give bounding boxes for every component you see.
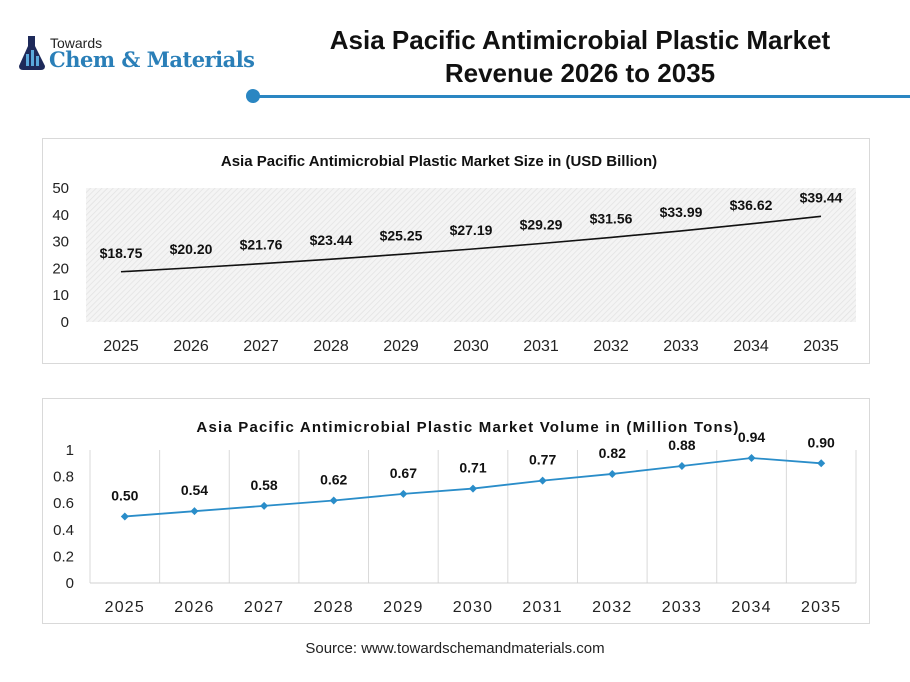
- data-label: $29.29: [520, 217, 563, 233]
- x-tick-label: 2031: [523, 338, 559, 355]
- flask-icon: [19, 36, 45, 70]
- market-size-chart-panel: Asia Pacific Antimicrobial Plastic Marke…: [42, 138, 870, 364]
- x-tick-label: 2028: [314, 599, 354, 616]
- x-tick-label: 2033: [662, 599, 702, 616]
- data-point: [747, 453, 756, 462]
- x-tick-label: 2025: [103, 338, 139, 355]
- y-tick-label: 0.8: [53, 469, 74, 486]
- data-point: [608, 469, 617, 478]
- data-label: 0.77: [529, 452, 556, 468]
- market-volume-chart: Asia Pacific Antimicrobial Plastic Marke…: [53, 419, 857, 616]
- data-label: $36.62: [730, 197, 773, 213]
- data-point: [190, 507, 199, 516]
- x-tick-label: 2026: [173, 338, 209, 355]
- data-point: [817, 459, 826, 468]
- data-label: $39.44: [800, 189, 843, 205]
- x-tick-label: 2031: [522, 599, 562, 616]
- data-label: 0.94: [738, 429, 765, 445]
- data-label: 0.82: [599, 445, 626, 461]
- data-label: 0.90: [808, 434, 835, 450]
- x-tick-label: 2026: [174, 599, 214, 616]
- y-tick-label: 0: [61, 314, 69, 331]
- data-label: 0.67: [390, 465, 417, 481]
- y-tick-label: 0.4: [53, 522, 74, 539]
- x-tick-label: 2033: [663, 338, 699, 355]
- page-title: Asia Pacific Antimicrobial Plastic Marke…: [280, 24, 880, 90]
- chart-title: Asia Pacific Antimicrobial Plastic Marke…: [196, 419, 739, 436]
- x-tick-label: 2027: [243, 338, 279, 355]
- logo-text-towards: Towards: [50, 35, 103, 51]
- accent-dot: [246, 89, 260, 103]
- x-tick-label: 2034: [731, 599, 771, 616]
- data-label: $20.20: [170, 241, 213, 257]
- x-tick-label: 2032: [592, 599, 632, 616]
- market-size-chart: Asia Pacific Antimicrobial Plastic Marke…: [52, 153, 856, 355]
- accent-divider: [255, 95, 910, 98]
- y-tick-label: 40: [52, 207, 69, 224]
- data-point: [329, 496, 338, 505]
- plot-background: [86, 188, 856, 322]
- y-tick-label: 20: [52, 260, 69, 277]
- y-tick-label: 0.6: [53, 495, 74, 512]
- x-tick-label: 2034: [733, 338, 769, 355]
- title-line-1: Asia Pacific Antimicrobial Plastic Marke…: [329, 25, 831, 55]
- x-tick-label: 2035: [801, 599, 841, 616]
- data-point: [469, 484, 477, 493]
- data-label: $27.19: [450, 222, 493, 238]
- x-tick-label: 2025: [105, 599, 145, 616]
- data-label: $25.25: [380, 227, 423, 243]
- data-label: $21.76: [240, 237, 283, 253]
- chart-title: Asia Pacific Antimicrobial Plastic Marke…: [221, 153, 657, 170]
- data-point: [120, 512, 129, 521]
- y-tick-label: 10: [52, 287, 69, 304]
- y-tick-label: 0.2: [53, 548, 74, 565]
- y-tick-label: 50: [52, 180, 69, 197]
- data-label: 0.62: [320, 472, 347, 488]
- x-tick-label: 2032: [593, 338, 629, 355]
- data-point: [538, 476, 547, 485]
- y-tick-label: 1: [66, 442, 74, 459]
- data-point: [260, 501, 269, 510]
- x-tick-label: 2028: [313, 338, 349, 355]
- x-tick-label: 2029: [383, 338, 419, 355]
- title-line-2: Revenue 2026 to 2035: [444, 58, 716, 88]
- data-label: 0.88: [668, 437, 695, 453]
- data-label: 0.50: [111, 488, 138, 504]
- x-tick-label: 2027: [244, 599, 284, 616]
- data-label: $31.56: [590, 210, 633, 226]
- data-point: [399, 489, 408, 498]
- y-tick-label: 30: [52, 234, 69, 251]
- data-label: 0.54: [181, 482, 208, 498]
- data-point: [677, 461, 686, 470]
- x-tick-label: 2029: [383, 599, 423, 616]
- y-tick-label: 0: [66, 575, 74, 592]
- data-label: 0.58: [250, 477, 277, 493]
- x-tick-label: 2030: [453, 599, 493, 616]
- series-line: [120, 215, 822, 273]
- data-label: $23.44: [310, 232, 353, 248]
- data-label: $18.75: [100, 245, 143, 261]
- logo-text-brand: Chem & Materials: [49, 47, 255, 72]
- source-note: Source: www.towardschemandmaterials.com: [305, 640, 605, 657]
- x-tick-label: 2035: [803, 338, 839, 355]
- data-label: $33.99: [660, 204, 703, 220]
- market-volume-chart-panel: Asia Pacific Antimicrobial Plastic Marke…: [42, 398, 870, 624]
- x-tick-label: 2030: [453, 338, 489, 355]
- data-label: 0.71: [459, 460, 486, 476]
